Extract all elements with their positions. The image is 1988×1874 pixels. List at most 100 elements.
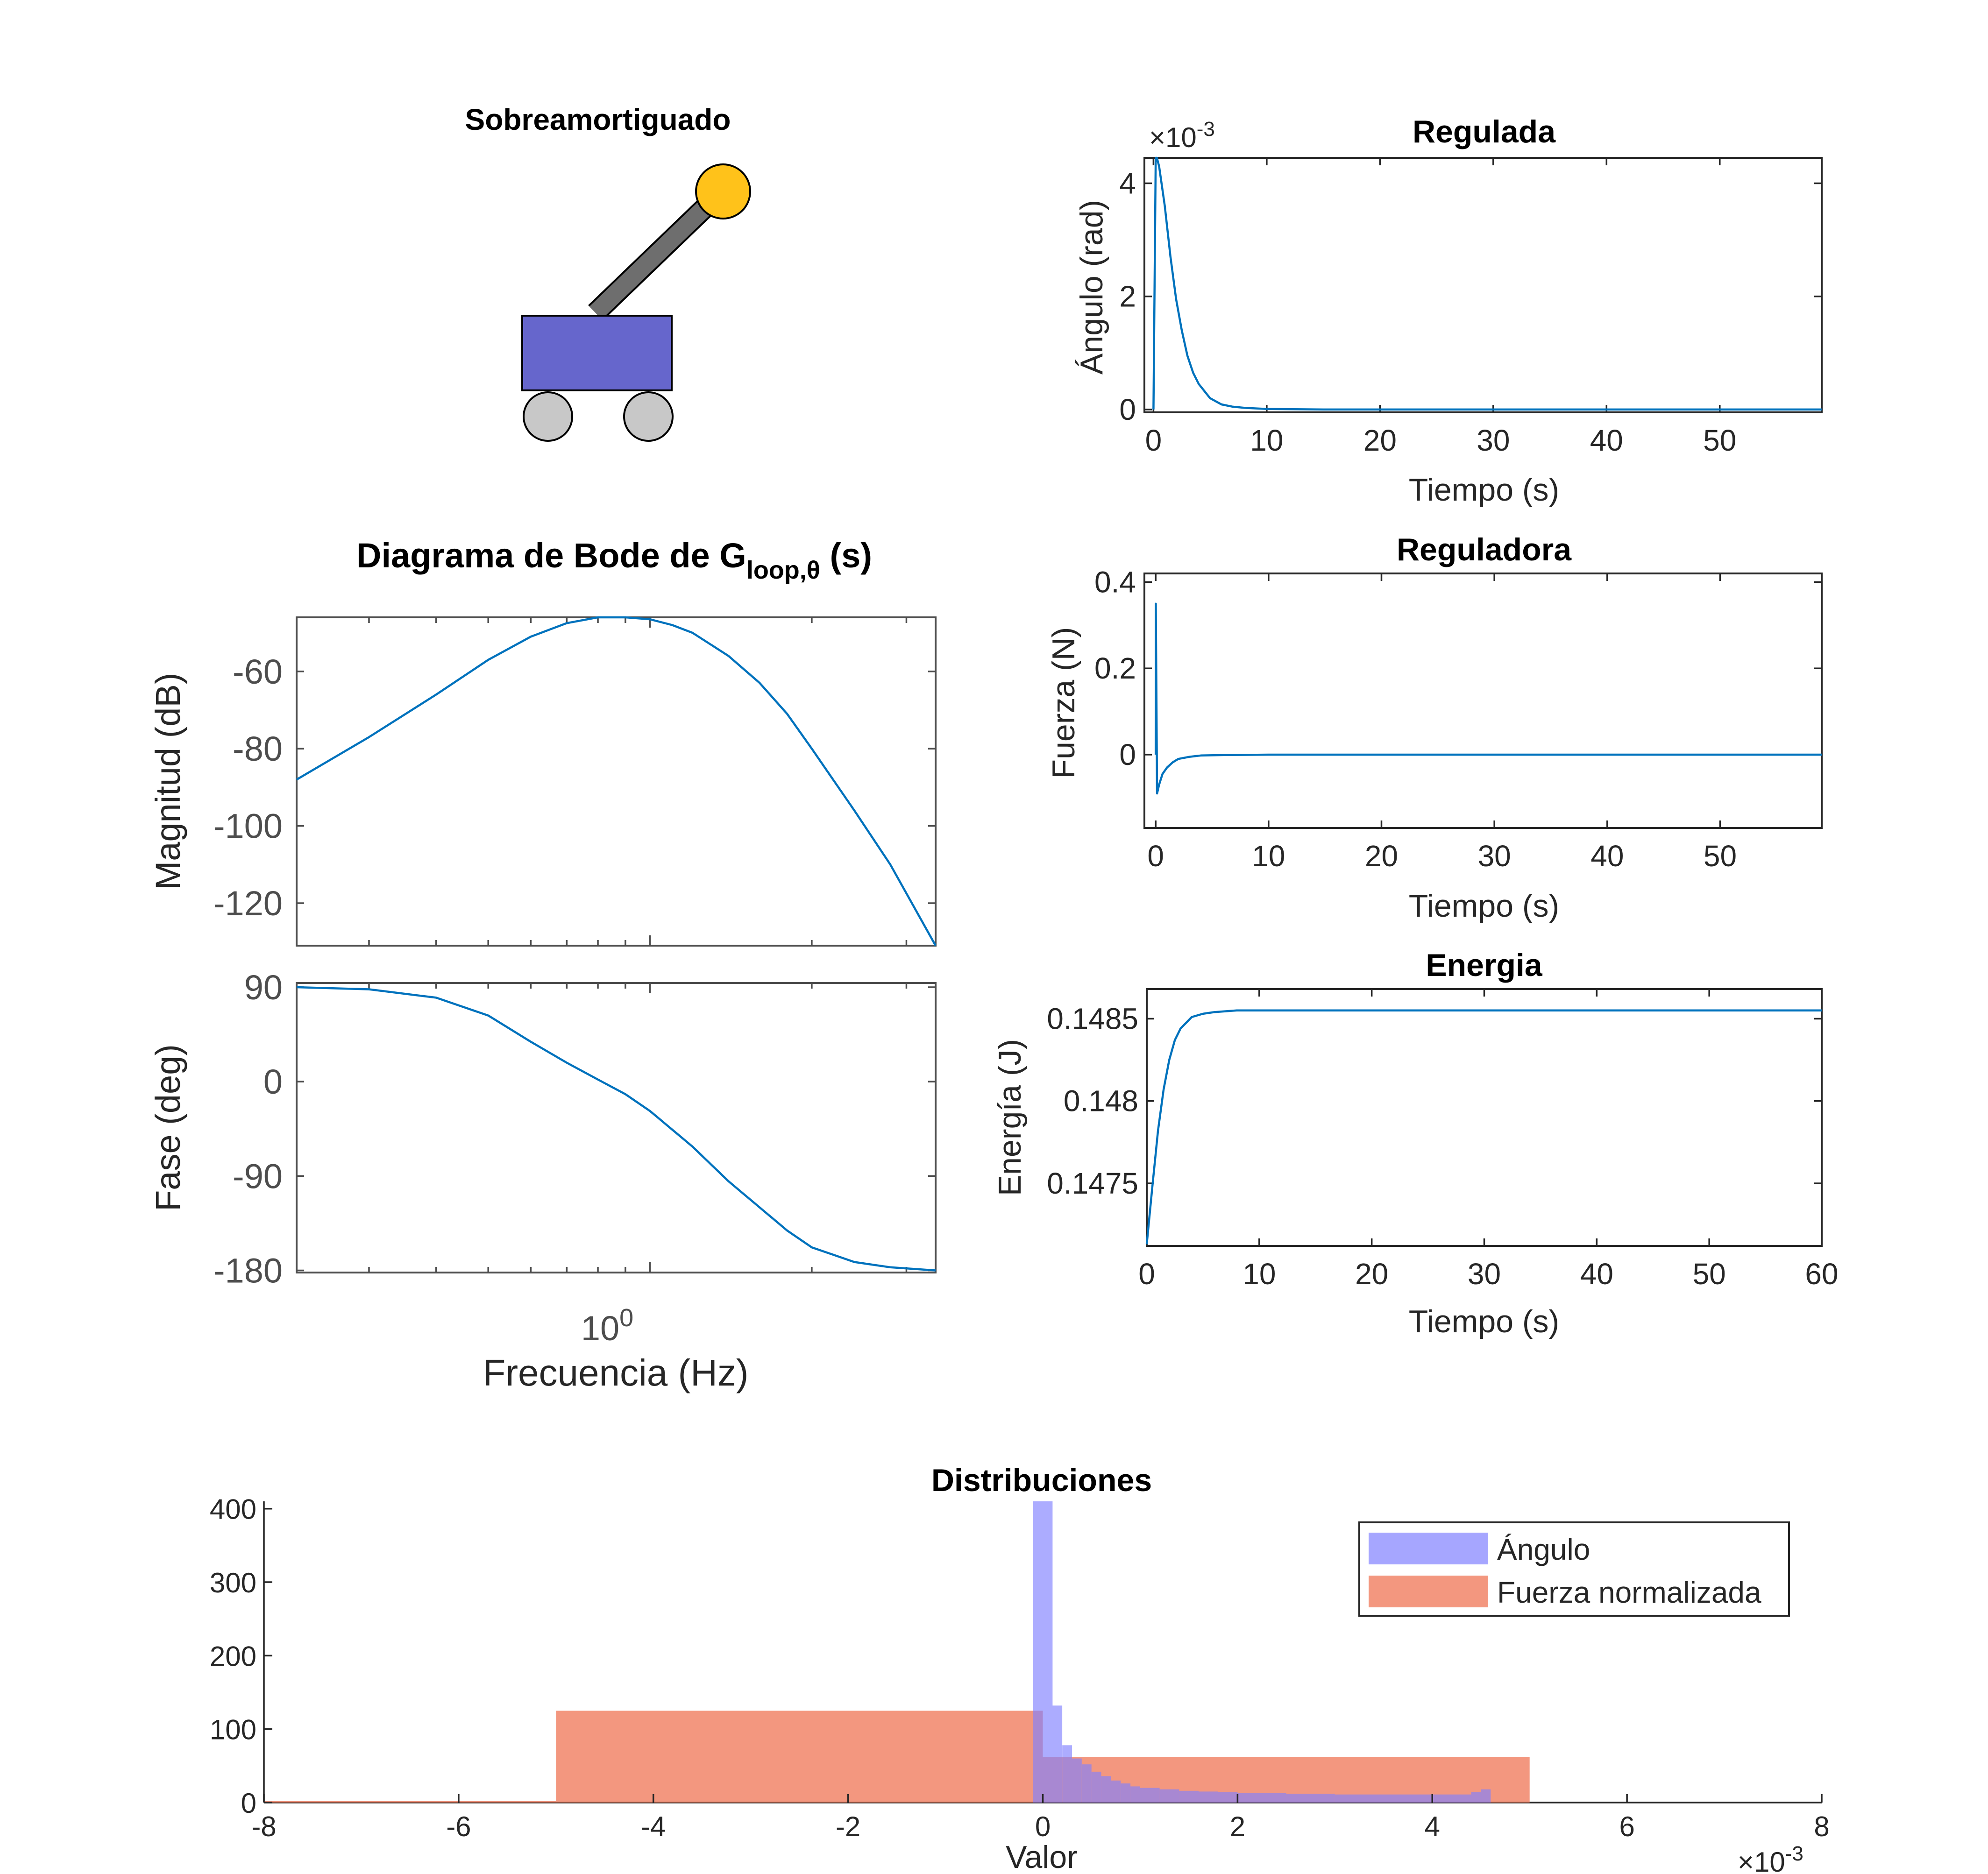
angulo-bar [1111,1780,1121,1803]
distribuciones-exponent: ×10-3 [1738,1842,1803,1874]
energia-axes [1146,988,1823,1247]
bode-magnitude-ytick-label: -80 [233,729,283,768]
distribuciones-bars [264,1501,1530,1803]
energia-xtick-label: 20 [1355,1257,1388,1291]
angulo-bar [1199,1791,1218,1803]
regulada-ticks: 0 10 20 30 40 50 0 2 4 [1119,158,1822,457]
reguladora-plot: Reguladora 0 10 20 30 40 50 0 0.2 0.4 Fuerza (N)… [1046,532,1823,924]
angulo-bar [1218,1792,1238,1803]
angulo-bar [1335,1794,1384,1803]
bode-phase-axes [296,982,937,1273]
reguladora-xtick-label: 50 [1704,839,1737,873]
angulo-bar [1052,1705,1063,1803]
cart-panel: Sobreamortiguado [465,103,751,442]
distribuciones-xtick-label: -8 [251,1811,276,1842]
distribuciones-plot: Distribuciones -8 -6 -4 -2 0 2 4 6 8 0 100 200 300 40… [210,1463,1830,1874]
bode-phase-ylabel: Fase (deg) [149,1044,187,1211]
bode-magnitude-ytick-label: -60 [233,652,283,691]
energia-title: Energia [1426,948,1543,983]
distribuciones-ytick-label: 300 [210,1567,256,1598]
energia-ytick-label: 0.148 [1064,1084,1138,1118]
legend-swatch-fuerza [1369,1576,1488,1607]
angulo-bar [1033,1501,1053,1803]
bode-phase-ytick-label: 90 [244,968,283,1007]
bode-title: Diagrama de Bode de Gloop,θ (s) [356,536,872,584]
energia-ytick-label: 0.1485 [1047,1002,1138,1035]
distribuciones-ticks: -8 -6 -4 -2 0 2 4 6 8 0 100 200 300 400 [210,1494,1830,1842]
reguladora-series-line [1154,602,1822,795]
energia-plot: Energia 0 10 20 30 40 50 60 0.1485 0.148 0.1475 E… [992,948,1839,1339]
reguladora-ytick-label: 0.2 [1094,651,1136,685]
distribuciones-ytick-label: 100 [210,1714,256,1746]
distribuciones-xlabel: Valor [1006,1839,1078,1874]
bode-phase-line [296,986,936,1272]
reguladora-xtick-label: 10 [1252,839,1285,873]
regulada-title: Regulada [1413,114,1556,149]
reguladora-ytick-label: 0 [1119,738,1136,771]
bode-phase-ytick-label: -90 [233,1157,283,1195]
angulo-bar [1179,1790,1199,1803]
cart-panel-title: Sobreamortiguado [465,103,731,136]
angulo-bar [1140,1788,1160,1803]
distribuciones-xtick-label: 2 [1230,1811,1245,1842]
regulada-xlabel: Tiempo (s) [1409,472,1559,508]
energia-series-line [1145,1009,1822,1245]
distribuciones-xtick-label: -6 [446,1811,471,1842]
fuerza-bar [264,1801,556,1803]
reguladora-xlabel: Tiempo (s) [1409,888,1559,924]
bode-xlabel: Frecuencia (Hz) [483,1352,748,1393]
regulada-xtick-label: 30 [1477,424,1510,457]
distribuciones-xtick-label: -2 [836,1811,860,1842]
cart-wheel-left [523,391,573,442]
energia-xtick-label: 60 [1805,1257,1838,1291]
legend-label-fuerza: Fuerza normalizada [1497,1576,1761,1609]
bode-magnitude-ticks: -60 -80 -100 -120 [213,617,936,946]
angulo-bar [1072,1758,1082,1803]
reguladora-xtick-label: 20 [1365,839,1398,873]
energia-ytick-label: 0.1475 [1047,1167,1138,1200]
regulada-axes [1143,157,1823,413]
reguladora-axes [1143,573,1823,829]
regulada-series-line [1152,156,1822,411]
regulada-xtick-label: 10 [1250,424,1283,457]
distribuciones-legend: Ángulo Fuerza normalizada [1358,1521,1790,1617]
bode-magnitude-line [296,616,937,947]
regulada-ytick-label: 0 [1119,393,1136,426]
energia-xtick-label: 30 [1468,1257,1501,1291]
distribuciones-ytick-label: 0 [241,1788,256,1819]
angulo-bar [1432,1794,1471,1803]
energia-xtick-label: 40 [1580,1257,1613,1291]
reguladora-ytick-label: 0.4 [1094,565,1136,599]
bode-magnitude-ylabel: Magnitud (dB) [149,673,187,890]
bode-plot: Diagrama de Bode de Gloop,θ (s) -60 -80 -1… [149,536,937,1393]
cart-wheel-right [623,391,674,442]
angulo-bar [1286,1794,1335,1803]
energia-ylabel: Energía (J) [992,1039,1028,1196]
bode-magnitude-ytick-label: -100 [213,807,283,846]
regulada-plot: Regulada 0 10 20 30 40 50 0 2 4 ×10-3 Ángulo (ra… [1074,114,1823,508]
energia-ticks: 0 10 20 30 40 50 60 0.1485 0.148 0.1475 [1047,989,1839,1291]
regulada-xtick-label: 20 [1363,424,1397,457]
fuerza-bar [556,1711,1043,1803]
reguladora-ylabel: Fuerza (N) [1046,627,1081,779]
energia-xlabel: Tiempo (s) [1409,1304,1559,1339]
bode-magnitude-axes [296,616,937,947]
legend-swatch-angulo [1369,1533,1488,1564]
distribuciones-title: Distribuciones [931,1463,1152,1498]
angulo-bar [1237,1793,1286,1803]
regulada-xtick-label: 0 [1145,424,1162,457]
legend-label-angulo: Ángulo [1497,1533,1590,1566]
angulo-bar [1159,1789,1179,1803]
regulada-ytick-label: 4 [1119,167,1136,200]
bode-phase-ytick-label: -180 [213,1252,283,1290]
angulo-bar [1101,1776,1111,1803]
regulada-xtick-label: 40 [1590,424,1623,457]
reguladora-title: Reguladora [1397,532,1572,567]
angulo-bar [1062,1745,1072,1803]
distribuciones-ytick-label: 400 [210,1494,256,1525]
angulo-bar [1481,1789,1491,1803]
distribuciones-xtick-label: -4 [641,1811,666,1842]
regulada-ylabel: Ángulo (rad) [1074,200,1109,375]
distribuciones-xtick-label: 4 [1425,1811,1440,1842]
